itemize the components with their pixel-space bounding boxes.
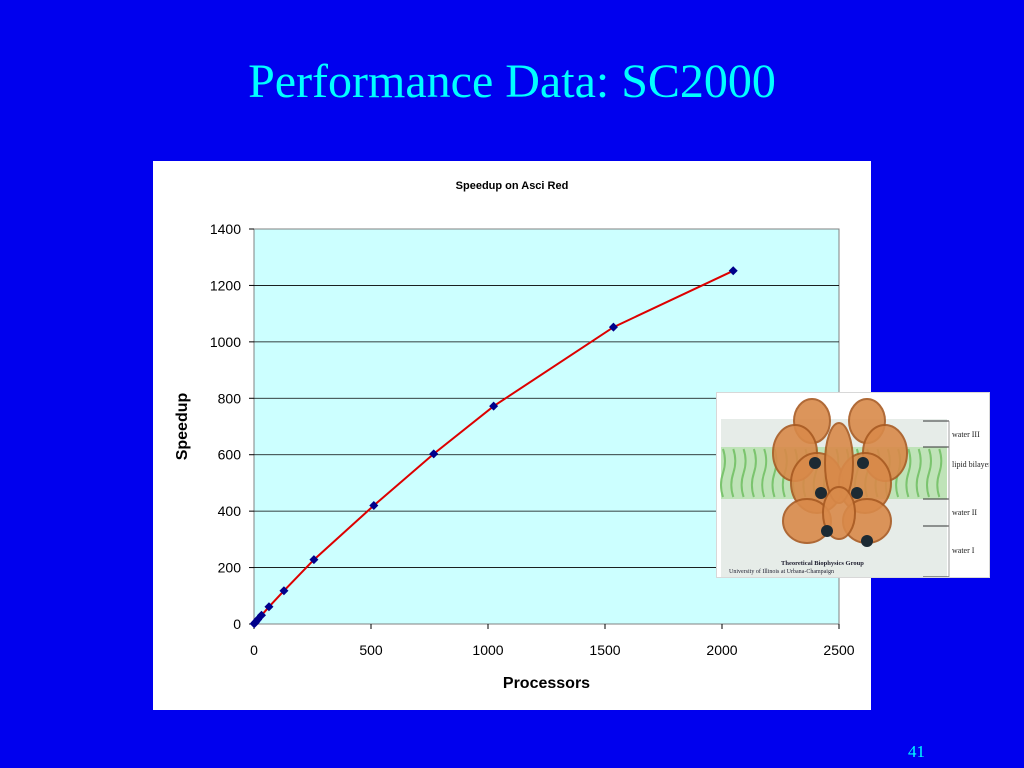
cofactor — [821, 525, 833, 537]
cofactor — [851, 487, 863, 499]
tick-label-y-1000: 1000 — [210, 334, 241, 350]
y-axis-label: Speedup — [174, 392, 191, 460]
protein-helix — [822, 486, 856, 540]
tick-label-x-500: 500 — [359, 642, 383, 658]
tick-label-x-1500: 1500 — [589, 642, 620, 658]
chart-title: Speedup on Asci Red — [456, 180, 569, 192]
cofactor — [857, 457, 869, 469]
tick-label-x-1000: 1000 — [472, 642, 503, 658]
lipid-chain — [720, 448, 726, 498]
data-point — [728, 266, 738, 276]
lipid-chain — [926, 448, 932, 498]
tick-label-x-2000: 2000 — [706, 642, 737, 658]
lipid-chain — [740, 448, 747, 498]
slide-title: Performance Data: SC2000 — [248, 55, 776, 108]
data-point — [429, 449, 439, 459]
data-point — [369, 501, 379, 510]
layer-label: lipid bilayer — [952, 460, 990, 469]
tick-label-x-0: 0 — [250, 642, 258, 658]
tick-label-y-0: 0 — [233, 616, 241, 632]
tick-label-y-600: 600 — [218, 447, 242, 463]
data-point — [608, 322, 618, 332]
layer-label: water II — [952, 508, 977, 517]
cofactor — [809, 457, 821, 469]
tick-label-y-800: 800 — [218, 390, 242, 406]
layer-label: water I — [952, 546, 975, 555]
tick-label-y-400: 400 — [218, 503, 242, 519]
lipid-chain — [936, 448, 943, 498]
lipid-chain — [750, 448, 757, 498]
cofactor — [815, 487, 827, 499]
tick-label-y-1200: 1200 — [210, 277, 241, 293]
credit-line-1: Theoretical Biophysics Group — [781, 560, 864, 567]
tick-label-y-1400: 1400 — [210, 221, 241, 237]
data-point — [256, 610, 266, 620]
data-point — [309, 555, 319, 565]
layer-label: water III — [952, 430, 980, 439]
lipid-chain — [915, 448, 922, 498]
data-point — [253, 614, 263, 624]
lipid-chain — [905, 448, 912, 498]
credit-line-2: University of Illinois at Urbana-Champai… — [729, 568, 834, 575]
cofactor — [861, 535, 873, 547]
molecular-structure-image: Theoretical Biophysics Group University o… — [716, 392, 990, 578]
x-axis-label: Processors — [503, 675, 590, 692]
tick-label-x-2500: 2500 — [823, 642, 854, 658]
slide-number: 41 — [908, 742, 925, 761]
lipid-chain — [730, 448, 737, 498]
data-point — [279, 586, 289, 596]
lipid-chain — [761, 448, 768, 498]
data-point — [264, 602, 274, 612]
data-point — [489, 401, 499, 411]
tick-label-y-200: 200 — [218, 560, 242, 576]
